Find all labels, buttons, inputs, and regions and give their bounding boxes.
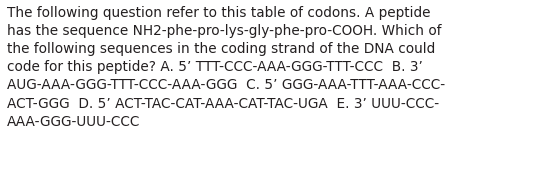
Text: The following question refer to this table of codons. A peptide
has the sequence: The following question refer to this tab… [7, 6, 445, 129]
